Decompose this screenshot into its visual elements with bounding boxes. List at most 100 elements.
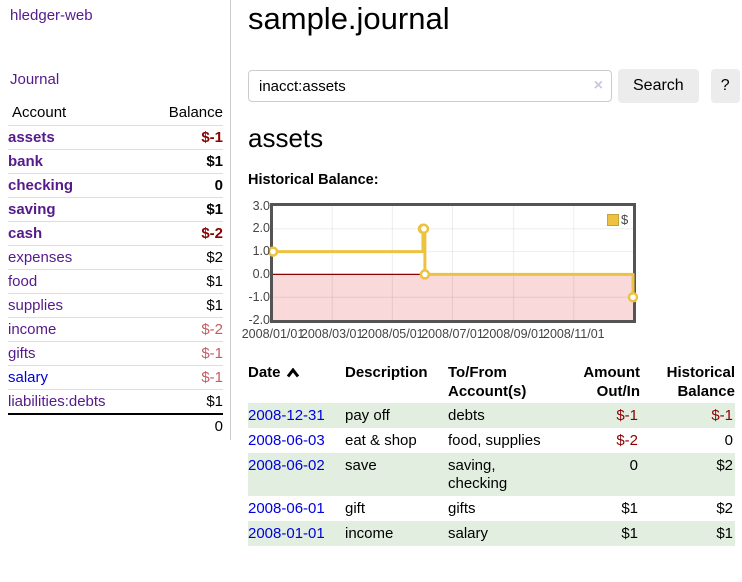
register-cell-amount: $-1 [616,407,638,424]
account-balance: $-1 [146,341,223,366]
register-header-row: Date Description To/From Account(s) Amou… [248,361,735,403]
account-heading: assets [248,123,324,153]
register-cell-description: gift [345,500,366,517]
register-cell-accounts: debts [448,407,485,424]
account-balance: $1 [146,197,223,222]
page-title: sample.journal [248,1,450,36]
register-cell-description: pay off [345,407,390,424]
accounts-header-account: Account [8,101,147,126]
register-header-amount: Amount Out/In [583,364,640,400]
account-link[interactable]: supplies [8,297,64,314]
register-cell-date: 2008-06-03 [248,428,345,453]
help-button[interactable]: ? [710,69,740,103]
register-cell-balance: $-1 [711,407,733,424]
y-tick-label: -1.0 [248,289,270,304]
account-link[interactable]: expenses [8,249,73,266]
y-tick-label: 3.0 [252,198,270,213]
account-row: gifts $-1 [8,341,223,366]
register-cell-description: save [345,457,377,474]
transaction-date-link[interactable]: 2008-01-01 [248,525,325,542]
register-cell-amount: $1 [621,500,638,517]
transaction-date-link[interactable]: 2008-06-02 [248,457,325,474]
register-table: Date Description To/From Account(s) Amou… [248,361,735,546]
account-balance: $1 [146,293,223,318]
search-button[interactable]: Search [618,69,699,103]
account-link[interactable]: saving [8,201,56,218]
y-tick-label: 1.0 [252,244,270,259]
account-row: bank $1 [8,149,223,174]
legend-swatch-icon [607,213,619,226]
x-tick-label: 2008/11/01 [542,327,605,341]
register-cell-date: 2008-06-01 [248,496,345,521]
account-balance: $-1 [146,365,223,390]
register-cell-balance: $2 [716,457,733,474]
account-row: income $-2 [8,317,223,342]
register-row: 2008-06-02 save saving, checking 0 $2 [248,453,735,496]
register-row: 2008-06-03 eat & shop food, supplies $-2 0 [248,428,735,453]
search-input[interactable] [248,70,612,102]
accounts-table-body: assets $-1 bank $1 checking 0 saving $1 cash $-2 e… [8,126,223,414]
accounts-header-balance: Balance [146,101,223,126]
account-balance: $1 [146,269,223,294]
account-link[interactable]: salary [8,369,49,386]
account-link[interactable]: income [8,321,57,338]
register-row: 2008-12-31 pay off debts $-1 $-1 [248,403,735,428]
account-link[interactable]: food [8,273,38,290]
account-balance: 0 [146,173,223,198]
register-cell-description: income [345,525,394,542]
sidebar-item-journal[interactable]: Journal [10,71,60,88]
register-row: 2008-06-01 gift gifts $1 $2 [248,496,735,521]
account-link[interactable]: gifts [8,345,36,362]
chart-title: Historical Balance: [248,172,379,188]
x-tick-label: 2008/07/01 [421,327,484,341]
y-tick-label: 0.0 [252,266,270,281]
x-tick-label: 2008/09/01 [482,327,545,341]
register-cell-balance: $2 [716,500,733,517]
account-link[interactable]: assets [8,129,55,146]
account-balance: $2 [146,245,223,270]
register-cell-amount: $-2 [616,432,638,449]
register-header-balance: Historical Balance [666,364,735,400]
register-cell-balance: 0 [724,432,733,449]
transaction-date-link[interactable]: 2008-12-31 [248,407,325,424]
register-cell-amount: 0 [629,457,638,474]
account-row: supplies $1 [8,293,223,318]
account-link[interactable]: liabilities:debts [8,393,106,410]
x-tick-label: 2008/05/01 [361,327,424,341]
y-tick-label: -2.0 [248,312,270,327]
balance-chart: 3.0 2.0 1.0 0.0 -1.0 -2.0 2008/01/01 2008/03/0… [242,199,735,348]
account-link[interactable]: cash [8,225,43,242]
main-content: sample.journal × Search ? assets Histori… [242,0,740,582]
register-header-date[interactable]: Date [248,361,345,403]
account-row: salary $-1 [8,365,223,390]
register-header-accounts: To/From Account(s) [448,364,527,400]
transaction-date-link[interactable]: 2008-06-03 [248,432,325,449]
account-balance: $-2 [146,221,223,246]
register-header-description: Description [345,364,428,381]
x-tick-label: 2008/01/01 [241,327,305,341]
chart-series-canvas [267,206,639,320]
register-cell-description: eat & shop [345,432,417,449]
register-cell-amount: $1 [621,525,638,542]
account-row: saving $1 [8,197,223,222]
app-brand-link[interactable]: hledger-web [10,7,93,24]
accounts-total-balance: 0 [146,413,223,438]
register-cell-date: 2008-12-31 [248,403,345,428]
account-link[interactable]: checking [8,177,74,194]
register-cell-date: 2008-01-01 [248,521,345,546]
clear-search-icon[interactable]: × [593,77,603,94]
legend-label: $ [621,212,629,227]
register-row: 2008-01-01 income salary $1 $1 [248,521,735,546]
sidebar: hledger-web Journal Account Balance asse… [0,0,231,440]
account-balance: $1 [146,389,223,414]
x-tick-label: 2008/03/01 [300,327,364,341]
accounts-total-row: 0 [8,413,223,438]
accounts-table: Account Balance assets $-1 bank $1 checking 0… [8,101,223,438]
account-balance: $1 [146,149,223,174]
account-row: checking 0 [8,173,223,198]
register-cell-balance: $1 [716,525,733,542]
transaction-date-link[interactable]: 2008-06-01 [248,500,325,517]
account-row: expenses $2 [8,245,223,270]
account-link[interactable]: bank [8,153,44,170]
account-balance: $-1 [201,129,223,146]
